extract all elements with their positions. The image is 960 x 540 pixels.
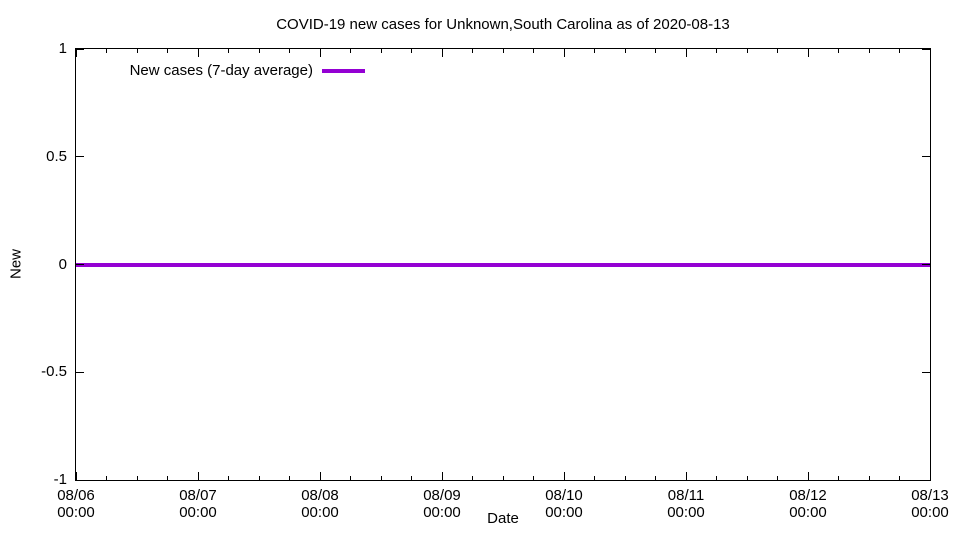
x-tick-minor-top bbox=[472, 49, 473, 53]
x-tick-label: 08/08 00:00 bbox=[301, 487, 339, 521]
x-tick-major-top bbox=[75, 49, 77, 57]
x-tick-minor-top bbox=[746, 49, 748, 53]
y-tick-label: 0 bbox=[58, 255, 67, 273]
x-tick-minor-top bbox=[624, 49, 626, 53]
x-tick-minor-bottom bbox=[289, 476, 290, 480]
x-tick-minor-bottom bbox=[411, 476, 412, 480]
x-tick-minor-bottom bbox=[258, 476, 260, 480]
x-tick-minor-top bbox=[899, 49, 900, 53]
legend-label: New cases (7-day average) bbox=[129, 62, 313, 79]
x-tick-minor-top bbox=[258, 49, 260, 53]
x-tick-major-top bbox=[563, 49, 565, 57]
x-tick-minor-bottom bbox=[716, 476, 717, 480]
x-tick-minor-top bbox=[868, 49, 870, 53]
x-axis-label: Date bbox=[487, 510, 519, 527]
y-tick-mark-right bbox=[922, 264, 930, 265]
x-tick-minor-bottom bbox=[502, 476, 504, 480]
x-tick-minor-top bbox=[594, 49, 595, 53]
x-tick-minor-top bbox=[655, 49, 656, 53]
x-tick-minor-bottom bbox=[472, 476, 473, 480]
x-tick-minor-bottom bbox=[533, 476, 534, 480]
y-tick-label: 0.5 bbox=[46, 147, 67, 165]
x-tick-major-bottom bbox=[563, 472, 565, 480]
y-tick-mark-right bbox=[922, 479, 930, 481]
y-tick-mark-right bbox=[922, 371, 930, 373]
x-tick-minor-top bbox=[533, 49, 534, 53]
x-tick-minor-bottom bbox=[228, 476, 229, 480]
x-tick-major-bottom bbox=[685, 472, 687, 480]
x-tick-major-bottom bbox=[75, 472, 77, 480]
x-tick-major-top bbox=[929, 49, 931, 57]
legend: New cases (7-day average) bbox=[76, 62, 365, 79]
x-tick-minor-bottom bbox=[136, 476, 138, 480]
y-tick-mark-left bbox=[76, 264, 84, 265]
x-tick-minor-top bbox=[777, 49, 778, 53]
x-tick-minor-bottom bbox=[746, 476, 748, 480]
x-tick-major-top bbox=[197, 49, 199, 57]
x-tick-minor-top bbox=[716, 49, 717, 53]
y-tick-mark-left bbox=[76, 479, 84, 481]
x-tick-minor-top bbox=[350, 49, 351, 53]
x-tick-major-bottom bbox=[807, 472, 809, 480]
y-tick-label: 1 bbox=[58, 40, 67, 57]
x-tick-minor-top bbox=[228, 49, 229, 53]
x-tick-label: 08/11 00:00 bbox=[667, 487, 705, 521]
x-tick-major-bottom bbox=[441, 472, 443, 480]
x-tick-label: 08/12 00:00 bbox=[789, 487, 827, 521]
plot-area: New cases (7-day average) bbox=[75, 48, 931, 481]
x-tick-minor-bottom bbox=[350, 476, 351, 480]
x-tick-major-top bbox=[685, 49, 687, 57]
x-tick-major-top bbox=[441, 49, 443, 57]
x-tick-label: 08/13 00:00 bbox=[911, 487, 949, 521]
x-tick-minor-bottom bbox=[655, 476, 656, 480]
x-tick-minor-bottom bbox=[777, 476, 778, 480]
x-tick-minor-bottom bbox=[868, 476, 870, 480]
x-tick-minor-top bbox=[289, 49, 290, 53]
y-tick-mark-right bbox=[922, 156, 930, 158]
x-tick-minor-top bbox=[136, 49, 138, 53]
x-tick-minor-top bbox=[502, 49, 504, 53]
y-tick-mark-left bbox=[76, 371, 84, 373]
x-tick-minor-bottom bbox=[167, 476, 168, 480]
y-tick-mark-left bbox=[76, 156, 84, 158]
x-tick-major-bottom bbox=[929, 472, 931, 480]
y-tick-mark-right bbox=[922, 48, 930, 50]
x-tick-minor-top bbox=[106, 49, 107, 53]
x-tick-minor-top bbox=[167, 49, 168, 53]
x-tick-label: 08/07 00:00 bbox=[179, 487, 217, 521]
x-tick-major-bottom bbox=[319, 472, 321, 480]
x-tick-major-top bbox=[319, 49, 321, 57]
x-tick-label: 08/09 00:00 bbox=[423, 487, 461, 521]
legend-line-sample bbox=[322, 68, 365, 73]
x-tick-label: 08/06 00:00 bbox=[57, 487, 95, 521]
y-tick-label: -0.5 bbox=[41, 363, 67, 381]
x-tick-minor-bottom bbox=[106, 476, 107, 480]
y-tick-label: -1 bbox=[53, 471, 67, 488]
x-tick-minor-bottom bbox=[380, 476, 382, 480]
chart-title: COVID-19 new cases for Unknown,South Car… bbox=[276, 16, 730, 33]
x-tick-minor-top bbox=[838, 49, 839, 53]
x-tick-minor-bottom bbox=[838, 476, 839, 480]
x-tick-minor-top bbox=[380, 49, 382, 53]
series-line-new-cases-7-day-average bbox=[76, 262, 930, 267]
x-tick-major-top bbox=[807, 49, 809, 57]
x-tick-label: 08/10 00:00 bbox=[545, 487, 583, 521]
y-tick-mark-left bbox=[76, 48, 84, 50]
x-tick-minor-bottom bbox=[594, 476, 595, 480]
x-tick-minor-bottom bbox=[899, 476, 900, 480]
x-tick-minor-bottom bbox=[624, 476, 626, 480]
x-tick-minor-top bbox=[411, 49, 412, 53]
x-tick-major-bottom bbox=[197, 472, 199, 480]
